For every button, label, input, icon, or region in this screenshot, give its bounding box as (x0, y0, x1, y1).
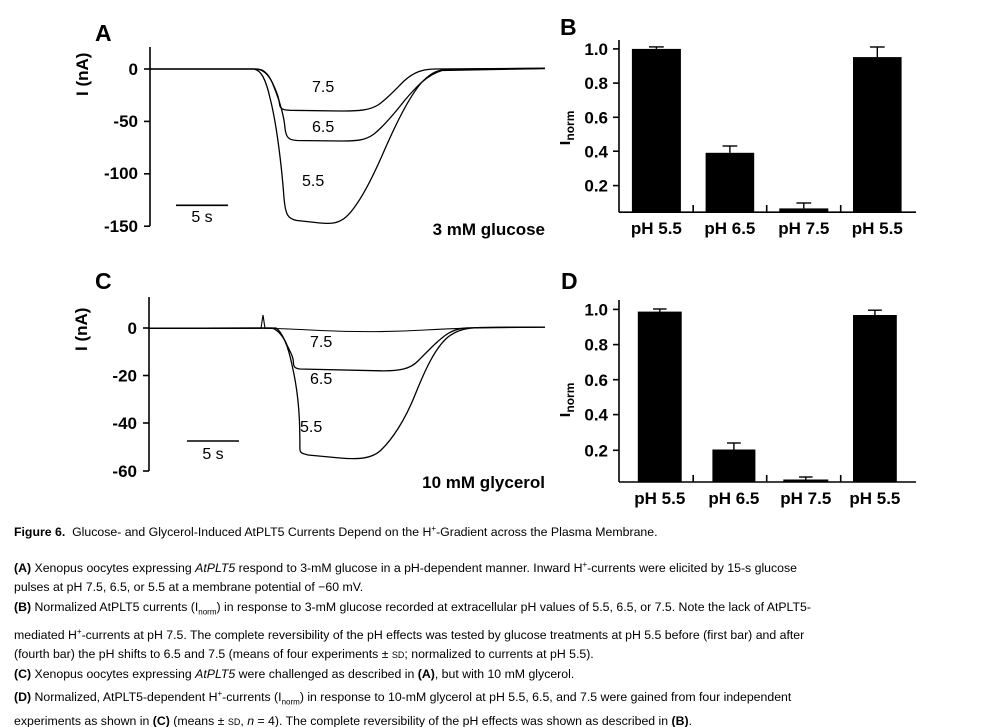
svg-text:0.6: 0.6 (584, 371, 608, 390)
svg-text:Inorm: Inorm (560, 383, 577, 418)
svg-text:7.5: 7.5 (310, 334, 332, 351)
svg-text:0.2: 0.2 (584, 441, 608, 460)
svg-text:pH 5.5: pH 5.5 (634, 489, 685, 508)
svg-text:10 mM glycerol: 10 mM glycerol (422, 473, 545, 492)
svg-text:Inorm: Inorm (560, 111, 577, 146)
svg-text:pH 7.5: pH 7.5 (778, 219, 829, 238)
svg-text:I (nA): I (nA) (72, 308, 91, 351)
svg-text:pH 7.5: pH 7.5 (780, 489, 831, 508)
svg-text:-50: -50 (113, 112, 138, 131)
svg-text:pH 6.5: pH 6.5 (708, 489, 759, 508)
svg-text:5.5: 5.5 (300, 419, 322, 436)
svg-text:3 mM glucose: 3 mM glucose (433, 220, 545, 239)
svg-text:pH 6.5: pH 6.5 (704, 219, 755, 238)
svg-text:-20: -20 (112, 367, 137, 386)
svg-text:0.4: 0.4 (584, 406, 608, 425)
svg-text:pH 5.5: pH 5.5 (852, 219, 903, 238)
svg-text:pH 5.5: pH 5.5 (849, 489, 900, 508)
svg-text:0.8: 0.8 (584, 336, 608, 355)
svg-text:5 s: 5 s (202, 446, 223, 463)
svg-text:0.2: 0.2 (584, 177, 608, 196)
svg-text:6.5: 6.5 (312, 119, 334, 136)
svg-text:0.6: 0.6 (584, 108, 608, 127)
svg-text:1.0: 1.0 (584, 40, 608, 59)
svg-text:6.5: 6.5 (310, 371, 332, 388)
svg-text:5.5: 5.5 (302, 173, 324, 190)
svg-text:5 s: 5 s (191, 209, 212, 226)
svg-text:0: 0 (129, 60, 138, 79)
svg-text:0: 0 (128, 319, 137, 338)
svg-text:1.0: 1.0 (584, 301, 608, 320)
svg-text:7.5: 7.5 (312, 79, 334, 96)
svg-text:-100: -100 (104, 164, 138, 183)
svg-text:-60: -60 (112, 462, 137, 481)
svg-text:-150: -150 (104, 217, 138, 236)
svg-text:0.4: 0.4 (584, 142, 608, 161)
svg-text:-40: -40 (112, 414, 137, 433)
svg-text:0.8: 0.8 (584, 74, 608, 93)
svg-text:pH 5.5: pH 5.5 (631, 219, 682, 238)
svg-text:I (nA): I (nA) (73, 53, 92, 96)
